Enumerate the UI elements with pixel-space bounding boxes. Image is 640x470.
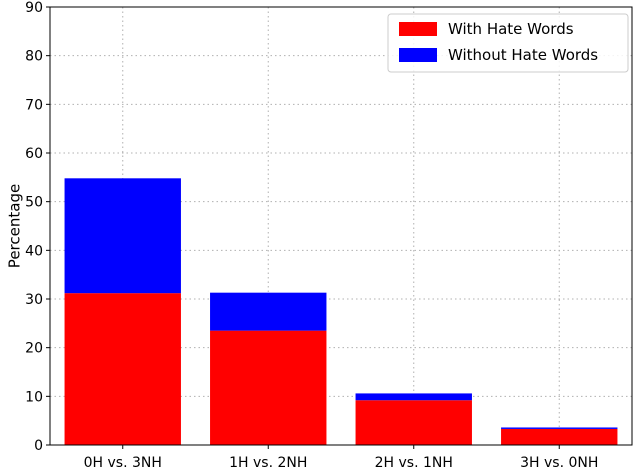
bar-without-hate-words (210, 292, 327, 331)
legend-swatch (399, 22, 437, 36)
bar-with-hate-words (210, 330, 327, 445)
bar-with-hate-words (501, 428, 618, 445)
y-axis-label: Percentage (5, 184, 23, 268)
y-tick-label: 50 (25, 195, 43, 211)
y-tick-label: 70 (25, 97, 43, 113)
x-tick-label: 3H vs. 0NH (520, 455, 598, 470)
y-tick-label: 60 (25, 146, 43, 162)
x-tick-label: 1H vs. 2NH (229, 455, 307, 470)
plot-frame (49, 6, 633, 446)
y-tick-label: 20 (25, 341, 43, 357)
y-tick-label: 40 (25, 243, 43, 259)
legend-swatch (399, 48, 437, 62)
y-tick-label: 80 (25, 49, 43, 65)
x-tick-label: 0H vs. 3NH (84, 455, 162, 470)
bar-without-hate-words (64, 178, 181, 294)
y-tick-label: 30 (25, 292, 43, 308)
legend-label: Without Hate Words (448, 46, 598, 64)
bar-without-hate-words (501, 427, 618, 429)
x-tick-label: 2H vs. 1NH (375, 455, 453, 470)
ticks-layer: 0 10 20 30 40 50 60 70 80 90 0H vs. 3NH 1H vs. 2NH 2… (25, 0, 598, 470)
legend-label: With Hate Words (448, 20, 574, 38)
y-tick-label: 90 (25, 0, 43, 16)
bars-layer (64, 178, 618, 445)
bar-with-hate-words (64, 293, 181, 445)
legend-box (387, 13, 629, 73)
bar-with-hate-words (355, 400, 472, 445)
y-tick-label: 10 (25, 389, 43, 405)
y-tick-label: 0 (34, 438, 43, 454)
legend: With Hate Words Without Hate Words (387, 13, 629, 73)
bar-without-hate-words (355, 393, 472, 401)
